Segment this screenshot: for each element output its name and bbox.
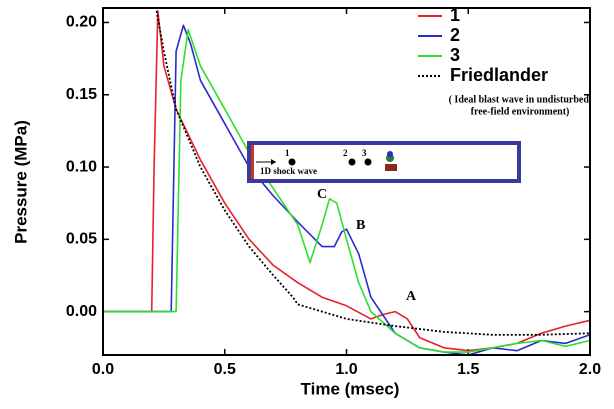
legend-label: 1 xyxy=(450,5,460,25)
inset-object xyxy=(387,151,393,157)
inset-sensor xyxy=(364,158,372,166)
inset-arrowhead xyxy=(271,159,276,165)
inset-object xyxy=(385,164,397,171)
x-tick-label: 2.0 xyxy=(579,361,601,378)
line-series xyxy=(155,10,591,336)
inset-sensor xyxy=(288,158,296,166)
inset-label: 1 xyxy=(285,148,290,158)
y-tick-label: 0.20 xyxy=(66,14,97,31)
x-tick-label: 0.0 xyxy=(92,361,114,378)
y-tick-label: 0.00 xyxy=(66,303,97,320)
x-tick-label: 1.0 xyxy=(335,361,357,378)
x-tick-label: 0.5 xyxy=(214,361,236,378)
legend-label: Friedlander xyxy=(450,65,548,85)
y-tick-label: 0.05 xyxy=(66,231,97,248)
legend-label: 3 xyxy=(450,45,460,65)
y-tick-label: 0.10 xyxy=(66,158,97,175)
inset-sensor xyxy=(348,158,356,166)
annotation: A xyxy=(406,289,417,304)
legend-note: free-field environment) xyxy=(471,106,570,117)
y-axis-label: Pressure (MPa) xyxy=(11,120,30,244)
x-axis-label: Time (msec) xyxy=(301,379,400,398)
line-series xyxy=(103,28,591,353)
inset-caption: 1D shock wave xyxy=(260,166,317,176)
inset-label: 2 xyxy=(343,148,348,158)
inset-label: 3 xyxy=(362,148,367,158)
legend-label: 2 xyxy=(450,25,460,45)
inset-wall xyxy=(251,145,254,179)
annotation: C xyxy=(317,187,327,202)
annotation: B xyxy=(356,218,365,233)
legend-note: ( Ideal blast wave in undisturbed, xyxy=(449,94,592,105)
x-tick-label: 1.5 xyxy=(457,361,479,378)
y-tick-label: 0.15 xyxy=(66,86,97,103)
plot-frame xyxy=(102,7,591,356)
